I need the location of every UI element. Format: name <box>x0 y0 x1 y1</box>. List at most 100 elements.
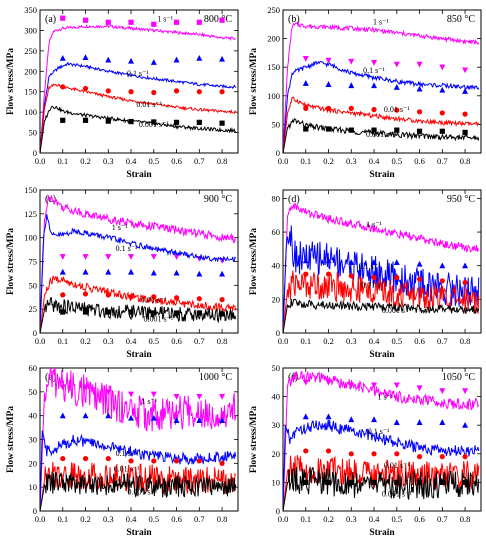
data-point <box>105 56 112 63</box>
data-point <box>196 89 202 95</box>
data-point <box>462 262 469 269</box>
data-point <box>325 413 332 420</box>
y-tick-label: 200 <box>24 66 37 76</box>
x-tick-label: 0.1 <box>300 336 311 346</box>
strain-rate-label: 0.01 s⁻¹ <box>361 281 387 290</box>
data-point <box>196 270 203 277</box>
data-point <box>82 85 89 92</box>
y-tick-label: 350 <box>24 5 37 15</box>
series-line <box>283 455 480 511</box>
x-tick-label: 0.3 <box>103 514 114 524</box>
data-point <box>59 412 66 419</box>
data-point <box>325 105 332 111</box>
y-tick-label: 40 <box>272 392 281 402</box>
data-point <box>173 394 180 400</box>
data-point <box>303 448 309 454</box>
y-tick-label: 50 <box>29 128 38 138</box>
data-point <box>219 89 225 95</box>
y-axis-label: Flow stress/MPa <box>249 228 259 295</box>
data-point <box>105 268 112 275</box>
data-point <box>462 279 468 286</box>
data-point <box>128 414 135 421</box>
series-line <box>40 471 237 511</box>
x-tick-label: 0.3 <box>346 336 357 346</box>
data-point <box>105 292 111 298</box>
data-point <box>151 458 157 464</box>
data-point <box>151 294 157 300</box>
y-tick-label: 0 <box>33 506 37 516</box>
y-tick-label: 300 <box>24 25 37 35</box>
data-point <box>348 127 354 133</box>
x-tick-label: 0.5 <box>391 514 402 524</box>
plot-frame <box>39 9 239 154</box>
strain-rate-label: 0.01 s⁻¹ <box>384 105 410 114</box>
x-tick-label: 0.8 <box>217 156 228 166</box>
data-point <box>416 385 423 392</box>
data-point <box>173 88 180 94</box>
strain-rate-label: 1 s⁻¹ <box>378 392 394 401</box>
data-point <box>348 82 355 89</box>
data-point <box>325 379 332 386</box>
data-point <box>128 254 135 260</box>
data-point <box>219 311 225 317</box>
data-point <box>82 455 89 462</box>
data-point <box>150 391 157 398</box>
data-point <box>128 458 134 464</box>
temperature-label: 850 °C <box>447 14 475 25</box>
data-point <box>105 412 112 419</box>
data-point <box>303 479 309 485</box>
x-axis-label: Strain <box>369 170 395 180</box>
data-point <box>82 254 89 260</box>
data-point <box>60 117 66 123</box>
x-tick-label: 0.1 <box>300 514 311 524</box>
data-point <box>439 86 446 93</box>
x-axis-label: Strain <box>126 350 152 360</box>
data-point <box>60 292 66 298</box>
data-point <box>219 394 226 400</box>
data-point <box>219 460 225 466</box>
series-line <box>40 105 237 153</box>
x-tick-label: 0.8 <box>460 514 471 524</box>
data-point <box>128 89 134 95</box>
data-point <box>462 67 469 74</box>
data-point <box>105 88 111 94</box>
data-point <box>82 291 89 297</box>
data-point <box>196 296 202 302</box>
y-tick-label: 60 <box>272 227 281 237</box>
data-point <box>416 276 423 282</box>
panel-label: (d) <box>288 194 300 205</box>
x-tick-label: 0.0 <box>35 156 46 166</box>
y-tick-label: 150 <box>24 87 37 97</box>
series-line <box>283 270 480 333</box>
y-tick-label: 40 <box>29 411 38 421</box>
data-point <box>462 422 469 428</box>
x-axis-label: Strain <box>369 350 395 360</box>
data-point <box>302 413 309 420</box>
data-point <box>128 391 135 398</box>
data-point <box>173 119 180 125</box>
y-tick-label: 40 <box>272 261 281 271</box>
data-point <box>173 310 180 316</box>
data-point <box>82 17 89 23</box>
series-line <box>40 275 237 333</box>
data-point <box>462 88 469 94</box>
data-point <box>325 257 332 264</box>
x-tick-label: 0.4 <box>369 336 380 346</box>
data-point <box>371 416 378 423</box>
data-point <box>393 382 400 389</box>
plot-frame <box>282 9 482 154</box>
x-tick-label: 0.6 <box>171 514 182 524</box>
data-point <box>325 271 332 277</box>
data-point <box>325 57 332 64</box>
x-tick-label: 0.6 <box>171 156 182 166</box>
plot-frame <box>282 189 482 334</box>
data-point <box>394 107 400 113</box>
data-point <box>60 309 66 315</box>
data-point <box>325 448 332 454</box>
data-point <box>439 388 446 395</box>
chart-panel: 0.0 0.1 0.2 0.3 0.4 0.5 0.6 0.7 0.8 0 50 100 150 200 2… <box>249 5 482 180</box>
data-point <box>394 451 400 457</box>
data-point <box>462 129 468 136</box>
series-line <box>40 61 237 153</box>
strain-rate-label: 1 s⁻¹ <box>373 17 389 26</box>
